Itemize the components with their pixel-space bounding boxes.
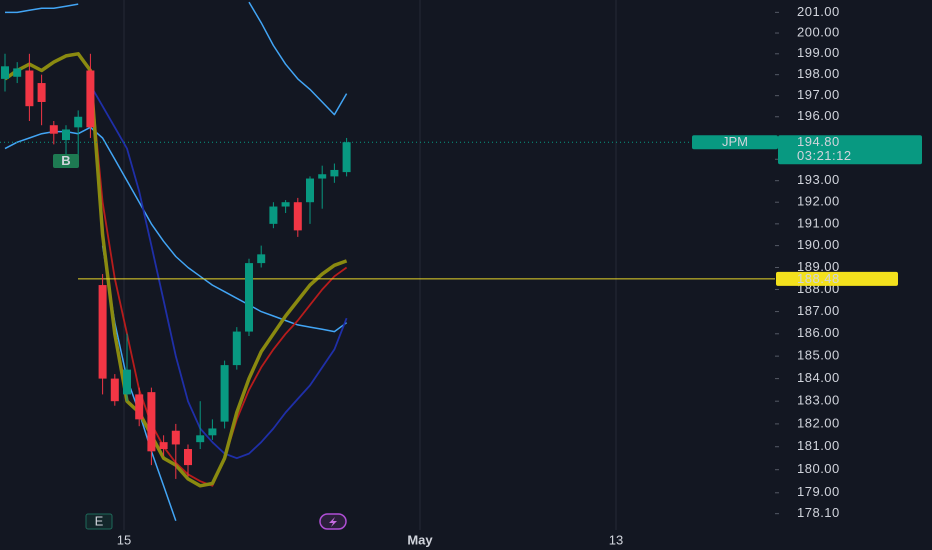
candle-body (318, 174, 327, 179)
candle-body (330, 169, 339, 177)
candle-body (147, 392, 156, 452)
candle-body (245, 263, 253, 332)
price-line-label: 188.48 (797, 271, 840, 286)
plot-area (0, 1, 775, 521)
candle-body (171, 430, 180, 445)
candle-body (232, 331, 241, 366)
y-tick-label: 190.00 (797, 237, 840, 252)
x-tick-label: 15 (117, 532, 131, 547)
candle-body (110, 378, 119, 402)
candle-body (135, 394, 144, 420)
y-tick-label: 183.00 (797, 393, 840, 408)
y-tick-label: 181.00 (797, 438, 840, 453)
y-tick-label: 185.00 (797, 348, 840, 363)
x-tick-label: 13 (609, 532, 623, 547)
candle-body (98, 285, 107, 379)
last-price-box (778, 135, 922, 165)
candle-body (293, 202, 302, 231)
candle-body (208, 428, 217, 436)
candle-body (13, 68, 22, 77)
y-tick-label: 179.00 (797, 484, 840, 499)
y-tick-label: 198.00 (797, 66, 840, 81)
y-tick-label: 191.00 (797, 215, 840, 230)
event-icon (319, 513, 347, 530)
y-tick-label: 189.00 (797, 259, 840, 274)
candle-body (25, 70, 34, 107)
y-tick-label: 187.00 (797, 303, 840, 318)
candle-body (123, 369, 131, 395)
countdown-label: 03:21:12 (797, 148, 852, 163)
symbol-label-box (692, 135, 778, 150)
candle-body (1, 66, 9, 79)
last-price-label: 194.80 (797, 134, 840, 149)
candle-body (62, 129, 70, 141)
buy-marker-box (53, 154, 79, 168)
candle-body (86, 70, 95, 128)
y-tick-label: 201.00 (797, 4, 840, 19)
symbol-label: JPM (722, 134, 748, 149)
grid (123, 0, 617, 530)
candle-body (196, 435, 205, 443)
candle-body (184, 449, 192, 466)
price-line-label-box (776, 271, 898, 286)
time-axis: 15 May 13 (117, 532, 623, 547)
y-tick-label: 196.00 (797, 108, 840, 123)
candle-body (37, 83, 46, 102)
y-tick-label: 197.00 (797, 87, 840, 102)
candle-body (269, 206, 278, 224)
candle-body (306, 178, 314, 203)
indicator-line (5, 1, 348, 116)
candle-body (159, 442, 168, 450)
indicator-line (4, 126, 348, 333)
y-tick-label: 182.00 (797, 415, 840, 430)
candle-body (257, 254, 266, 264)
y-tick-label: 192.00 (797, 194, 840, 209)
y-tick-label: 184.00 (797, 370, 840, 385)
candle-body (220, 365, 229, 422)
earnings-marker: E (95, 513, 104, 528)
y-tick-label: 178.10 (797, 505, 840, 520)
indicator-line (89, 84, 348, 460)
y-tick-label: 199.00 (797, 45, 840, 60)
candle-body (281, 202, 290, 207)
y-tick-label: 200.00 (797, 24, 840, 39)
candle-body (74, 116, 83, 128)
lightning (329, 517, 337, 527)
candle-body (342, 142, 351, 173)
buy-marker: B (61, 153, 70, 168)
y-tick-label: 180.00 (797, 461, 840, 476)
candle-body (49, 125, 58, 134)
y-tick-label: 186.00 (797, 325, 840, 340)
y-tick-label: 193.00 (797, 172, 840, 187)
earnings-marker-box (85, 513, 113, 530)
x-tick-label: May (407, 532, 433, 547)
